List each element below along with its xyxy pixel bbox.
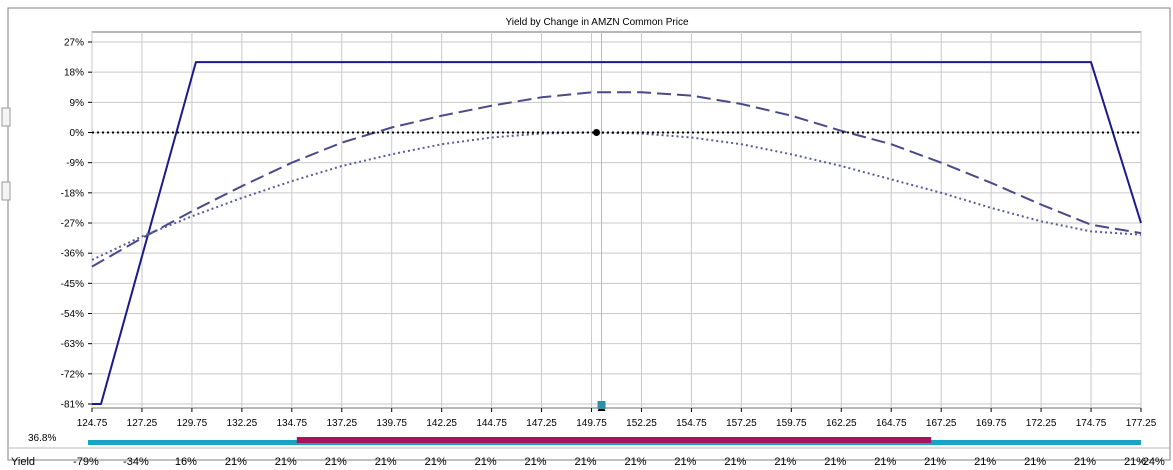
- yield-row: -79% -34% 16% 21% 21% 21% 21% 21% 21% 21% 21% 21% 21…: [73, 456, 1165, 468]
- yield-cell: 21%: [1074, 456, 1096, 468]
- yield-cell: 21%: [375, 456, 397, 468]
- y-tick-label: 0%: [70, 128, 85, 139]
- x-tick-label: 162.25: [826, 418, 857, 429]
- x-tick-label: 134.75: [277, 418, 308, 429]
- yield-cell: 21%: [974, 456, 996, 468]
- yield-cell: -24%: [1139, 456, 1165, 468]
- x-tick-label: 147.25: [526, 418, 557, 429]
- chart-title: Yield by Change in AMZN Common Price: [505, 17, 688, 28]
- y-tick-label: -18%: [61, 188, 84, 199]
- y-tick-label: -72%: [61, 369, 84, 380]
- yield-cell: -34%: [123, 456, 149, 468]
- y-tick-label: 9%: [70, 98, 85, 109]
- grid-layer: [91, 32, 1142, 408]
- yield-row-label: Yield: [11, 456, 35, 468]
- y-tick-label: 27%: [64, 38, 84, 49]
- x-tick-label: 127.25: [127, 418, 158, 429]
- yield-cell: 21%: [874, 456, 896, 468]
- range-bar-magenta: [296, 437, 932, 443]
- x-tick-label: 139.75: [376, 418, 407, 429]
- x-tick-label: 149.75: [576, 418, 607, 429]
- yield-cell: 16%: [175, 456, 197, 468]
- marker-layer: [593, 129, 606, 411]
- x-tick-label: 154.75: [676, 418, 707, 429]
- yield-cell: 21%: [225, 456, 247, 468]
- yield-cell: 21%: [774, 456, 796, 468]
- x-tick-label: 144.75: [476, 418, 507, 429]
- x-tick-label: 159.75: [776, 418, 807, 429]
- x-tick-label: 132.25: [227, 418, 258, 429]
- x-axis: 124.75 127.25 129.75 132.25 134.75 137.25 139.…: [77, 408, 1157, 429]
- yield-cell: 21%: [325, 456, 347, 468]
- y-tick-label: 18%: [64, 68, 84, 79]
- x-tick-label: 137.25: [326, 418, 357, 429]
- yield-cell: 21%: [575, 456, 597, 468]
- x-tick-label: 142.25: [426, 418, 457, 429]
- side-control-bottom[interactable]: [1, 181, 11, 201]
- series-line-solid: [92, 61, 1142, 405]
- x-tick-label: 169.75: [976, 418, 1007, 429]
- yield-cell: 21%: [1024, 456, 1046, 468]
- range-bar: [88, 437, 1141, 445]
- yield-cell: 21%: [824, 456, 846, 468]
- series-line-dashed: [91, 91, 1142, 268]
- y-tick-label: -45%: [61, 279, 84, 290]
- x-tick-label: 172.25: [1026, 418, 1057, 429]
- x-tick-label: 164.75: [876, 418, 907, 429]
- yield-cell: 21%: [1124, 456, 1146, 468]
- current-price-marker[interactable]: [597, 401, 606, 409]
- y-tick-label: -27%: [61, 219, 84, 230]
- x-tick-label: 167.25: [926, 418, 957, 429]
- y-tick-label: -63%: [61, 339, 84, 350]
- yield-cell: 21%: [924, 456, 946, 468]
- y-tick-label: -54%: [61, 309, 84, 320]
- x-tick-label: 129.75: [177, 418, 208, 429]
- yield-cell: 21%: [674, 456, 696, 468]
- yield-cell: -79%: [73, 456, 99, 468]
- x-tick-label: 157.25: [726, 418, 757, 429]
- zero-point-marker: [593, 129, 601, 136]
- x-tick-label: 174.75: [1076, 418, 1107, 429]
- y-tick-label: -81%: [61, 400, 84, 411]
- side-percent-label: 36.8%: [28, 433, 56, 444]
- series-layer: [91, 61, 1142, 405]
- x-tick-label: 124.75: [77, 418, 108, 429]
- side-control-top[interactable]: [1, 107, 11, 127]
- yield-cell: 21%: [624, 456, 646, 468]
- yield-cell: 21%: [275, 456, 297, 468]
- x-tick-label: 152.25: [626, 418, 657, 429]
- yield-cell: 21%: [425, 456, 447, 468]
- y-axis: 27% 18% 9% 0% -9% -18% -27% -36% -45% -54% -63% -72…: [61, 38, 92, 411]
- plot-area: [91, 31, 1142, 409]
- x-tick-label: 177.25: [1126, 418, 1157, 429]
- y-tick-label: -9%: [66, 158, 84, 169]
- yield-cell: 21%: [475, 456, 497, 468]
- y-tick-label: -36%: [61, 249, 84, 260]
- yield-cell: 21%: [525, 456, 547, 468]
- yield-cell: 21%: [724, 456, 746, 468]
